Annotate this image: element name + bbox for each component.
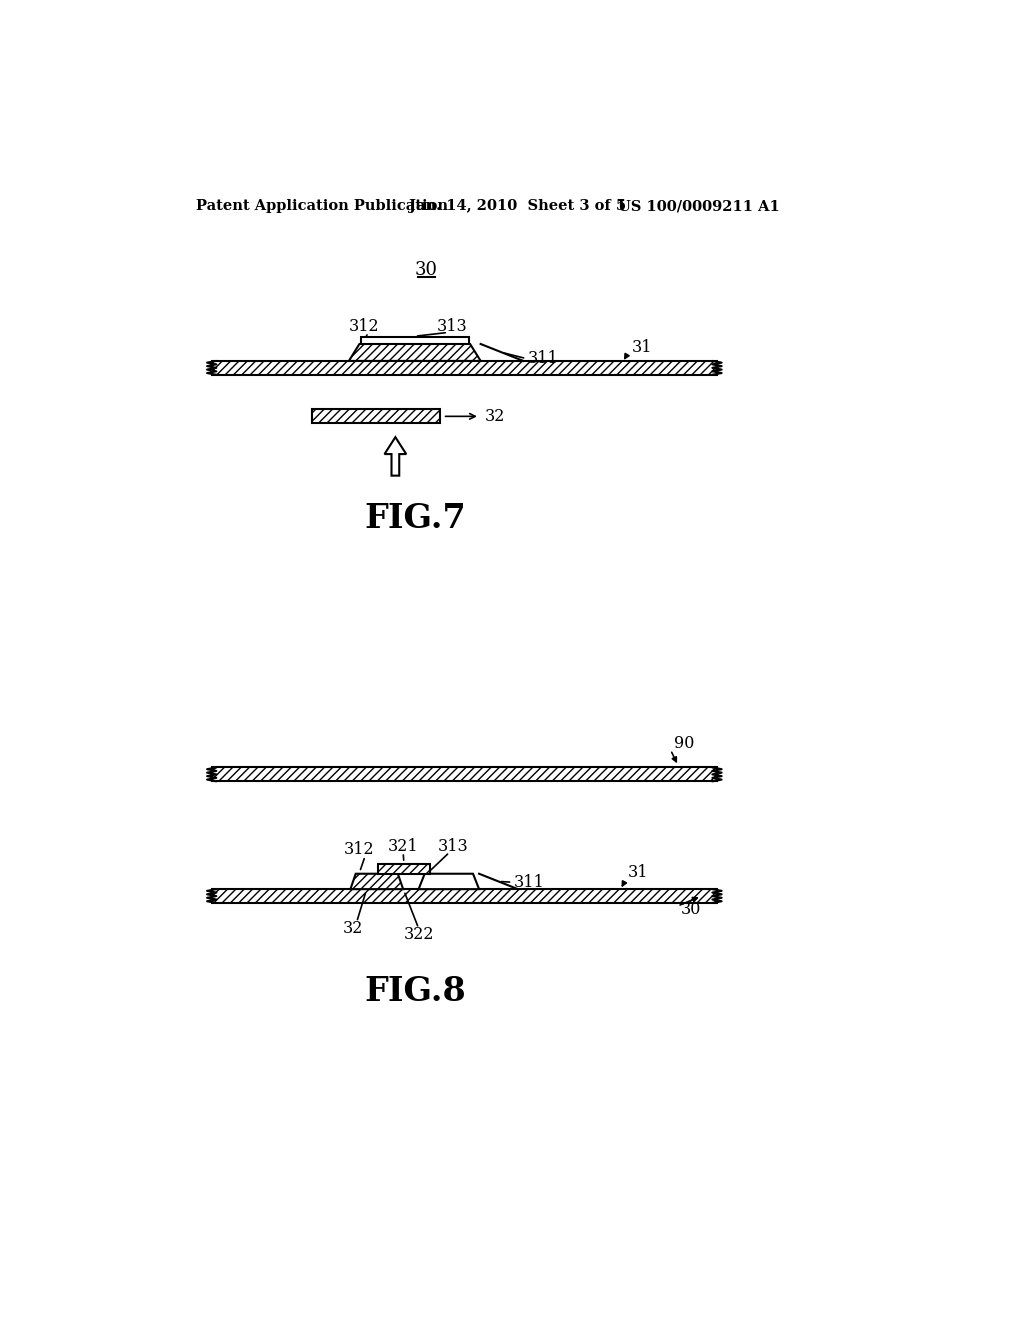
Text: 313: 313	[436, 318, 467, 335]
Text: US 100/0009211 A1: US 100/0009211 A1	[617, 199, 779, 213]
Bar	[212, 890, 717, 903]
Text: 311: 311	[528, 350, 559, 367]
Polygon shape	[349, 345, 480, 360]
Polygon shape	[385, 437, 407, 475]
Text: 30: 30	[415, 261, 438, 279]
Text: 322: 322	[403, 927, 434, 942]
Text: 313: 313	[438, 837, 469, 854]
Polygon shape	[350, 874, 403, 890]
Text: 311: 311	[514, 874, 545, 891]
Text: 90: 90	[675, 735, 694, 752]
Text: 31: 31	[628, 865, 648, 882]
Bar	[212, 767, 717, 781]
Polygon shape	[419, 874, 479, 890]
Bar	[312, 409, 439, 424]
Bar	[378, 865, 430, 874]
Bar	[212, 360, 717, 375]
Bar	[212, 890, 717, 903]
Text: 32: 32	[343, 920, 362, 937]
Text: 321: 321	[388, 837, 419, 854]
Text: 312: 312	[344, 841, 374, 858]
Bar	[312, 409, 439, 424]
Bar	[378, 865, 430, 874]
Text: 312: 312	[349, 318, 380, 335]
Text: Jan. 14, 2010  Sheet 3 of 5: Jan. 14, 2010 Sheet 3 of 5	[409, 199, 626, 213]
Bar	[361, 337, 469, 345]
Text: Patent Application Publication: Patent Application Publication	[197, 199, 449, 213]
Bar	[212, 767, 717, 781]
Text: FIG.7: FIG.7	[364, 502, 466, 536]
Text: 31: 31	[632, 338, 652, 355]
Text: 30: 30	[681, 902, 701, 919]
Bar	[212, 360, 717, 375]
Text: 32: 32	[484, 408, 505, 425]
Text: FIG.8: FIG.8	[364, 975, 466, 1008]
